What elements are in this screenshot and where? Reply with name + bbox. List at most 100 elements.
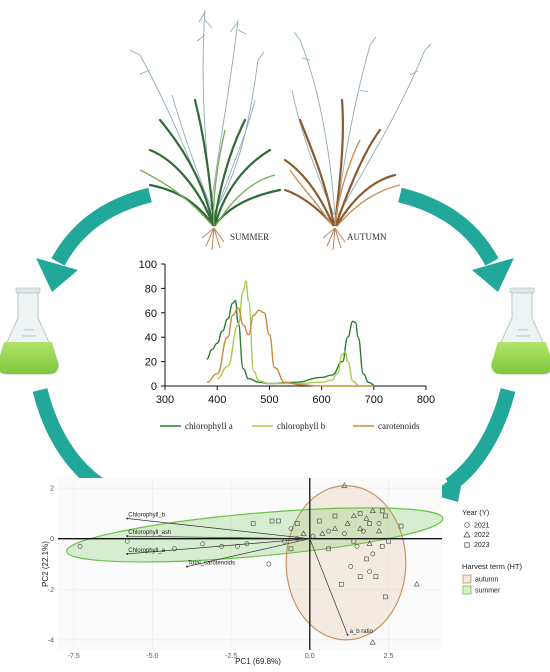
- pca-y-tick-label: 0: [50, 536, 54, 543]
- autumn-label: AUTUMN: [347, 232, 387, 242]
- legend-ht-title: Harvest term (HT): [462, 562, 523, 571]
- pca-point-2023: [357, 511, 363, 516]
- pca-point-2023: [294, 521, 300, 526]
- pca-point-2022: [331, 525, 338, 531]
- pca-point-2023: [386, 538, 391, 544]
- pca-point-2023: [316, 518, 322, 524]
- pca-loading-vector-tip: [186, 565, 189, 568]
- spectrum-x-tick-label: 400: [208, 394, 226, 406]
- pca-point-2022: [369, 507, 376, 513]
- pca-loading-vector-tip: [126, 552, 129, 555]
- pca-loading-label: Chlorophyll_ash: [128, 530, 171, 536]
- pca-point-2022: [344, 520, 351, 526]
- spectrum-y-tick-label: 80: [145, 283, 157, 295]
- pca-y-tick-label: -4: [48, 637, 54, 644]
- pca-point-2023: [276, 518, 281, 524]
- pca-point-2023: [338, 581, 344, 587]
- spectrum-y-tick-label: 0: [151, 381, 157, 393]
- pca-loading-vector: [186, 538, 310, 567]
- pca-point-2021: [172, 546, 177, 552]
- spectrum-y-tick-label: 60: [145, 308, 157, 320]
- spectrum-y-tick-label: 40: [145, 332, 157, 344]
- legend-carotenoids: carotenoids: [378, 421, 420, 431]
- legend-2023-symbol: [464, 542, 470, 548]
- pca-x-label: PC1 (69.8%): [235, 657, 281, 666]
- pca-point-2021: [376, 521, 382, 526]
- pca-point-2023: [288, 546, 294, 552]
- spectrum-series-line-1: [217, 280, 359, 386]
- legend-autumn: autumn: [475, 577, 498, 584]
- pca-loading-vector: [127, 535, 310, 540]
- pca-point-2021: [326, 528, 332, 534]
- pca-point-2022: [413, 581, 420, 587]
- pca-point-2021: [200, 541, 206, 547]
- pca-x-tick-label: 2.5: [384, 653, 394, 660]
- pca-point-2021: [348, 564, 354, 569]
- pca-y-tick-label: -2: [48, 587, 54, 594]
- spectrum-series-line-0: [206, 299, 374, 386]
- legend-2022: 2022: [474, 532, 490, 539]
- pca-point-2021: [342, 531, 347, 537]
- pca-point-2022: [363, 515, 370, 521]
- pca-point-2023: [398, 523, 404, 529]
- spectrum-y-tick-label: 100: [139, 259, 157, 271]
- pca-y-label: PC2 (22.1%): [41, 541, 50, 587]
- pca-point-2021: [266, 561, 272, 567]
- pca-point-2022: [350, 512, 357, 519]
- pca-point-2021: [294, 536, 300, 542]
- spectrum-x-tick-label: 300: [156, 394, 174, 406]
- pca-point-2021: [288, 526, 294, 531]
- spectrum-series-line-2: [206, 307, 374, 387]
- pca-y-tick-label: 2: [50, 486, 54, 493]
- pca-loading-vector: [127, 538, 310, 555]
- pca-point-2021: [235, 543, 240, 549]
- pca-loading-vector-tip: [126, 535, 129, 538]
- pca-loading-vector-tip: [126, 517, 129, 520]
- pca-loading-label: Chlorophyll_b: [128, 512, 165, 518]
- legend-2021-symbol: [464, 522, 470, 528]
- pca-loading-label: Total_carotenoids: [188, 561, 235, 567]
- pca-point-2023: [332, 513, 338, 519]
- arrow-summer-to-flask: [36, 187, 152, 292]
- pca-x-tick-label: 0.0: [305, 653, 315, 660]
- autumn-plant-illustration: AUTUMN: [283, 31, 432, 251]
- summer-confidence-ellipse: [65, 507, 444, 563]
- pca-point-2021: [370, 551, 376, 557]
- pca-point-2021: [244, 541, 250, 547]
- pca-biplot: -7.5 -5.0 -2.5 0.0 2.5 2 0 -2 -4 Chlorophyll_b Ch…: [41, 478, 444, 666]
- legend-chlorophyll-b: chlorophyll b: [277, 421, 326, 431]
- pca-point-2023: [383, 594, 388, 600]
- legend-summer-swatch: [462, 585, 472, 595]
- legend-2023: 2023: [474, 542, 490, 549]
- pca-point-2023: [373, 574, 379, 579]
- pca-point-2022: [357, 525, 364, 531]
- pca-point-2022: [366, 540, 373, 546]
- pca-point-2023: [269, 518, 275, 524]
- legend-summer: summer: [475, 588, 501, 595]
- pca-point-2021: [354, 543, 360, 549]
- pca-point-2023: [351, 538, 357, 544]
- pca-point-2023: [357, 574, 363, 579]
- pca-point-2021: [360, 528, 366, 534]
- pca-loading-vector: [309, 538, 348, 635]
- legend-chlorophyll-a: chlorophyll a: [185, 421, 233, 431]
- legend-2022-symbol: [463, 531, 471, 538]
- pca-legend: Year (Y) 2021 2022 2023 Harvest term (HT…: [462, 508, 523, 595]
- flask-right-icon: [491, 287, 550, 375]
- pca-x-tick-label: -5.0: [146, 653, 158, 660]
- pca-loading-vector-tip: [346, 633, 349, 636]
- pca-loading-label: Chlorophyll_a: [128, 548, 165, 554]
- pca-x-tick-label: -7.5: [68, 653, 80, 660]
- pca-point-2023: [367, 521, 372, 526]
- spectrum-x-tick-label: 700: [365, 394, 383, 406]
- spectrum-x-tick-label: 800: [417, 394, 435, 406]
- pca-point-2023: [379, 543, 385, 549]
- pca-loading-vector: [127, 518, 310, 540]
- pca-point-2022: [376, 527, 383, 534]
- pca-point-2021: [282, 538, 288, 544]
- legend-year-title: Year (Y): [462, 508, 490, 517]
- pca-loading-label: a_b ratio: [350, 629, 374, 635]
- pca-point-2022: [369, 639, 376, 645]
- pca-point-2023: [383, 513, 388, 519]
